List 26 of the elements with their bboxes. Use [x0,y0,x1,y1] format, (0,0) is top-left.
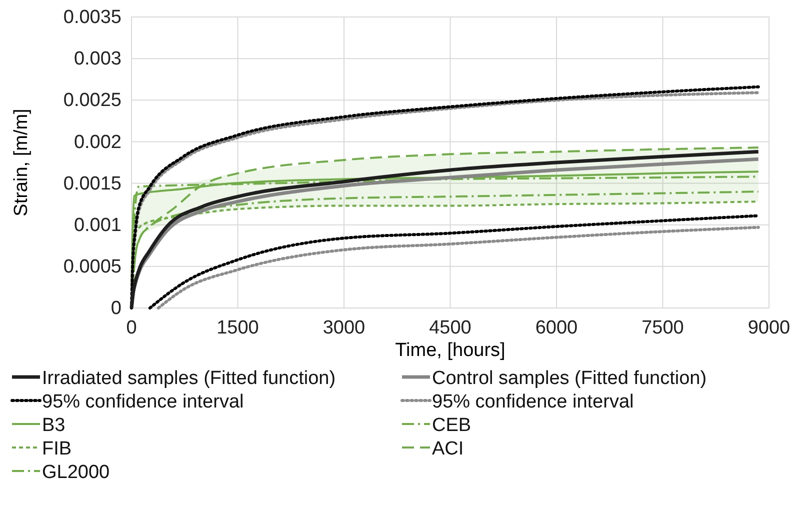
legend-label: B3 [42,415,66,436]
legend-label: 95% confidence interval [432,392,634,412]
x-tick-label: 6000 [535,317,578,338]
y-tick-label: 0.002 [74,132,122,153]
y-axis-title: Strain, [m/m] [11,108,32,216]
y-tick-label: 0.0025 [63,90,122,112]
x-tick-label: 3000 [322,317,366,338]
y-tick-label: 0.0005 [63,256,122,278]
x-tick-label: 4500 [429,317,472,338]
legend-label: Irradiated samples (Fitted function) [42,368,336,389]
y-tick-label: 0.003 [74,48,122,70]
legend-label: CEB [432,415,472,436]
legend-label: ACI [432,438,464,460]
legend-label: 95% confidence interval [42,392,244,412]
y-tick-label: 0 [110,298,122,320]
y-tick-label: 0.001 [74,214,122,236]
x-tick-label: 0 [126,317,137,338]
legend-label: Control samples (Fitted function) [432,368,707,389]
x-tick-label: 1500 [216,317,259,338]
x-axis-title: Time, [hours] [395,340,506,361]
y-tick-label: 0.0035 [63,7,122,28]
x-tick-label: 9000 [748,317,790,338]
legend-label: FIB [42,438,72,460]
x-tick-label: 7500 [642,317,684,338]
legend-label: GL2000 [42,462,110,483]
y-tick-label: 0.0015 [63,173,122,194]
